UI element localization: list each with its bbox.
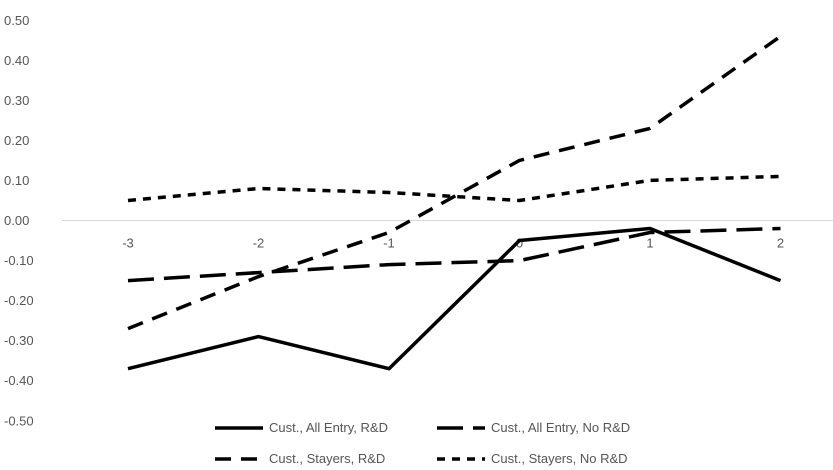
y-tick-label: -0.40	[4, 373, 34, 388]
y-axis-tick-labels: 0.50 0.40 0.30 0.20 0.10 0.00 -0.10 -0.20 -0.30 -…	[4, 13, 34, 429]
series-line-cust-stayers-no-randd	[127, 174, 781, 203]
y-tick-label: 0.10	[4, 173, 29, 188]
x-tick-label: -2	[253, 236, 265, 251]
x-tick-label: 2	[777, 236, 784, 251]
series-lines	[127, 34, 782, 371]
y-tick-label: -0.50	[4, 413, 34, 428]
x-tick-label: 1	[646, 236, 653, 251]
series-line-cust-all-entry-randd	[127, 226, 782, 371]
legend-label: Cust., Stayers, No R&D	[491, 451, 628, 466]
legend-item-cust-stayers-randd: Cust., Stayers, R&D	[215, 451, 385, 466]
y-tick-label: 0.40	[4, 53, 29, 68]
legend-item-cust-all-entry-no-randd: Cust., All Entry, No R&D	[437, 420, 630, 435]
legend-item-cust-stayers-no-randd: Cust., Stayers, No R&D	[437, 451, 628, 466]
x-axis-tick-labels: -3 -2 -1 0 1 2	[122, 236, 784, 251]
x-tick-label: -1	[383, 236, 395, 251]
y-tick-label: -0.10	[4, 253, 34, 268]
series-line-cust-all-entry-no-randd	[127, 226, 781, 283]
legend: Cust., All Entry, R&D Cust., All Entry, N…	[215, 420, 630, 466]
x-tick-label: 0	[516, 236, 523, 251]
legend-label: Cust., All Entry, R&D	[269, 420, 388, 435]
legend-label: Cust., Stayers, R&D	[269, 451, 385, 466]
legend-label: Cust., All Entry, No R&D	[491, 420, 630, 435]
y-tick-label: 0.20	[4, 133, 29, 148]
y-tick-label: 0.30	[4, 93, 29, 108]
y-tick-label: -0.20	[4, 293, 34, 308]
x-tick-label: -3	[122, 236, 134, 251]
y-tick-label: 0.50	[4, 13, 29, 28]
series-line-cust-stayers-randd	[127, 34, 782, 331]
legend-item-cust-all-entry-randd: Cust., All Entry, R&D	[215, 420, 388, 435]
y-tick-label: 0.00	[4, 213, 29, 228]
y-tick-label: -0.30	[4, 333, 34, 348]
